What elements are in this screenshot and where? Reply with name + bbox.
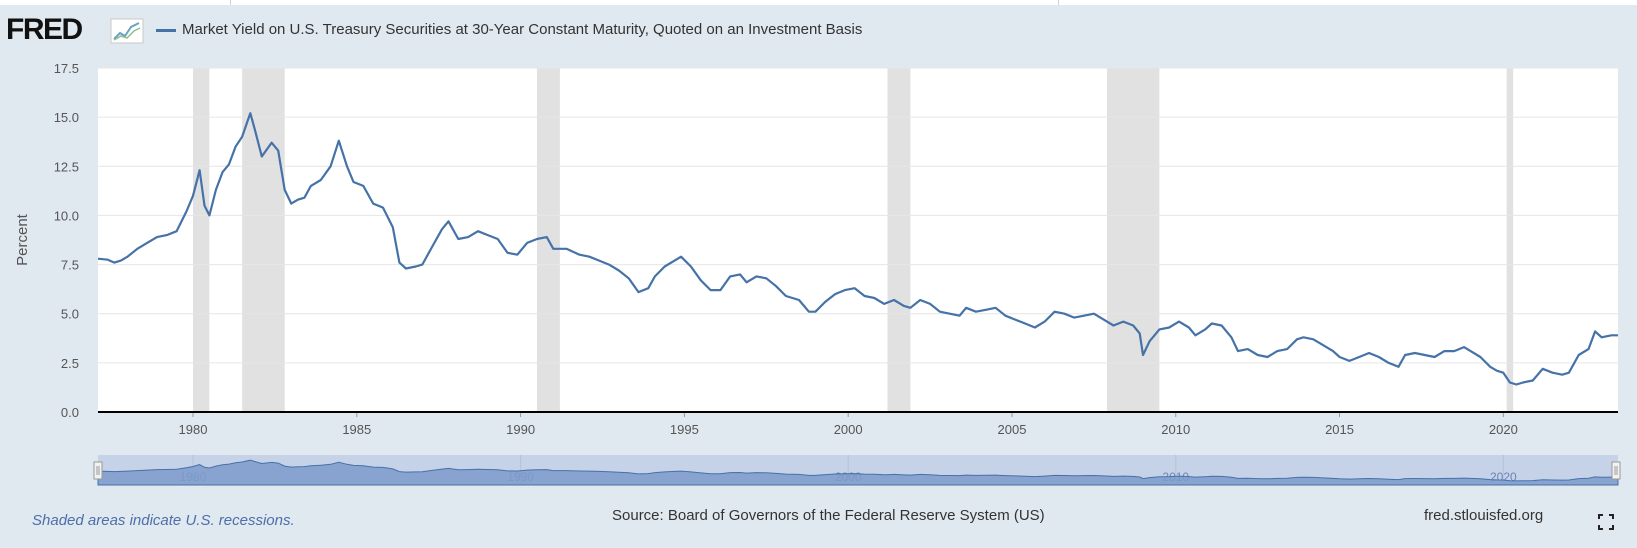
- x-tick-label: 1980: [179, 422, 208, 437]
- y-axis-label: Percent: [14, 213, 31, 266]
- y-tick-label: 17.5: [54, 61, 79, 76]
- navigator-handle-left[interactable]: [93, 461, 103, 480]
- y-tick-label: 7.5: [61, 258, 79, 273]
- y-tick-label: 5.0: [61, 307, 79, 322]
- y-tick-label: 12.5: [54, 159, 79, 174]
- x-tick-label: 1990: [506, 422, 535, 437]
- recession-band: [242, 68, 285, 412]
- y-tick-label: 10.0: [54, 208, 79, 223]
- navigator-area: [97, 459, 1619, 486]
- y-tick-label: 2.5: [61, 356, 79, 371]
- top-strip-tick: [230, 0, 231, 5]
- recession-band: [1106, 68, 1160, 412]
- fred-graph-icon: [110, 18, 144, 44]
- site-link[interactable]: fred.stlouisfed.org: [1424, 507, 1544, 524]
- navigator[interactable]: 19801990200020102020: [93, 455, 1621, 486]
- recession-band: [193, 68, 210, 412]
- recession-band: [1506, 68, 1514, 412]
- recession-band: [887, 68, 911, 412]
- x-tick-label: 2000: [834, 422, 863, 437]
- x-tick-label: 2020: [1489, 422, 1518, 437]
- x-tick-label: 2015: [1325, 422, 1354, 437]
- y-tick-label: 0.0: [61, 405, 79, 420]
- x-tick-label: 2005: [998, 422, 1027, 437]
- y-tick-label: 15.0: [54, 110, 79, 125]
- legend-swatch: [156, 29, 176, 32]
- series-title: Market Yield on U.S. Treasury Securities…: [182, 21, 863, 38]
- navigator-handle-right[interactable]: [1611, 461, 1621, 480]
- x-tick-label: 1995: [670, 422, 699, 437]
- x-tick-label: 2010: [1161, 422, 1190, 437]
- source-text: Source: Board of Governors of the Federa…: [612, 507, 1045, 524]
- series-line: [97, 112, 1618, 386]
- recession-note: Shaded areas indicate U.S. recessions.: [32, 512, 295, 529]
- top-strip: [0, 0, 1637, 5]
- fred-logo[interactable]: FRED: [6, 13, 83, 46]
- fullscreen-icon[interactable]: [1598, 514, 1614, 530]
- top-strip-tick: [1058, 0, 1059, 5]
- x-tick-label: 1985: [342, 422, 371, 437]
- plot-area: [98, 68, 1618, 412]
